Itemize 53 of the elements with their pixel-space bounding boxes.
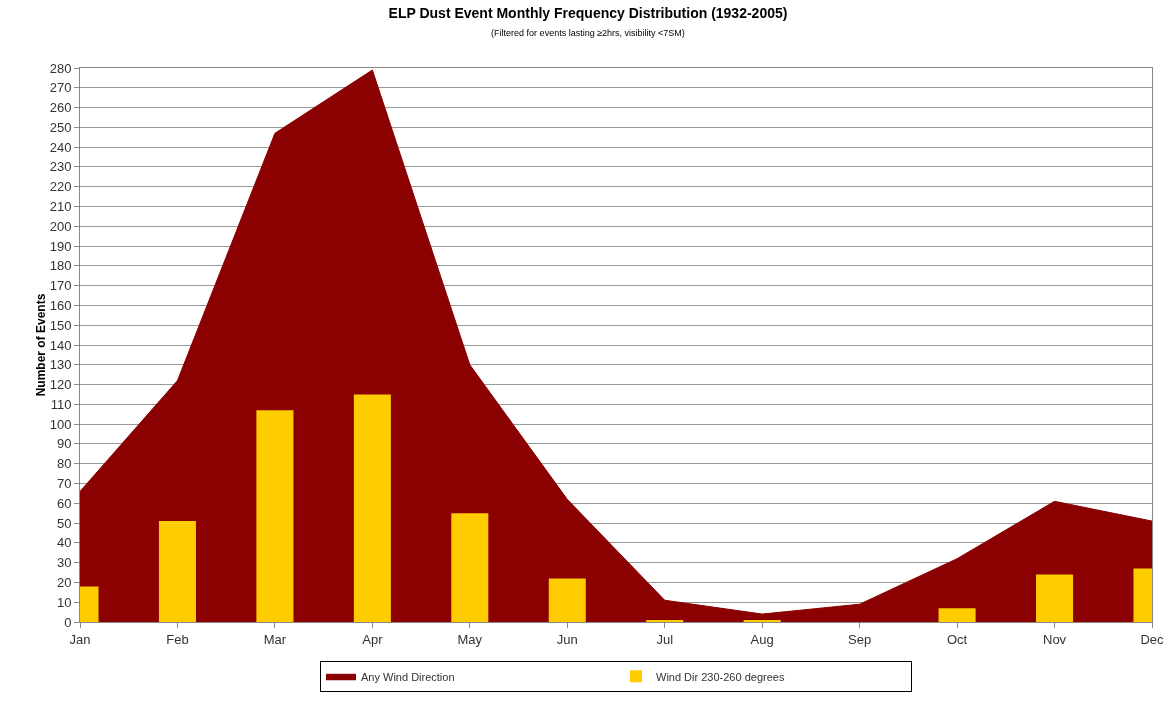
y-tick-label: 100 — [49, 416, 72, 432]
y-tick-label: 60 — [56, 495, 72, 511]
x-tick-label: Aug — [750, 631, 774, 647]
y-tick-label: 150 — [49, 317, 72, 333]
bar — [451, 513, 489, 622]
y-tick-label: 20 — [56, 574, 72, 590]
legend-label: Any Wind Direction — [361, 670, 455, 683]
y-tick-label: 200 — [49, 218, 72, 234]
y-tick-label: 0 — [64, 614, 72, 630]
y-tick-label: 250 — [49, 119, 72, 135]
y-tick-label: 190 — [49, 238, 72, 254]
y-tick-label: 80 — [56, 456, 72, 472]
y-tick-label: 210 — [49, 199, 72, 215]
y-tick-label: 170 — [49, 278, 72, 294]
x-tick-label: Jun — [556, 631, 578, 647]
x-tick-label: May — [457, 631, 483, 647]
y-tick-label: 260 — [49, 100, 72, 116]
bar — [353, 394, 391, 622]
y-tick-label: 280 — [49, 60, 72, 76]
bar — [256, 410, 294, 622]
y-tick-label: 240 — [49, 139, 72, 155]
x-tick-label: Nov — [1042, 631, 1067, 647]
bar — [548, 578, 586, 622]
bar — [938, 608, 976, 622]
y-tick-label: 180 — [49, 258, 72, 274]
x-tick-label: Jan — [69, 631, 91, 647]
x-tick-label: Feb — [166, 631, 189, 647]
x-tick-label: Jul — [656, 631, 674, 647]
y-tick-label: 90 — [56, 436, 72, 452]
y-tick-label: 140 — [49, 337, 72, 353]
bar — [158, 521, 196, 622]
y-tick-label: 130 — [49, 357, 72, 373]
legend-label: Wind Dir 230-260 degrees — [656, 670, 785, 683]
y-tick-label: 50 — [56, 515, 72, 531]
y-tick-label: 30 — [56, 555, 72, 571]
x-tick-label: Oct — [946, 631, 968, 647]
x-tick-label: Sep — [848, 631, 872, 647]
chart-subtitle: (Filtered for events lasting ≥2hrs, visibility <7SM) — [491, 27, 685, 38]
y-tick-label: 230 — [49, 159, 72, 175]
y-tick-label: 120 — [49, 377, 72, 393]
x-tick-label: Dec — [1140, 631, 1165, 647]
y-axis-title: Number of Events — [33, 293, 48, 397]
bar — [1036, 574, 1074, 622]
x-tick-label: Apr — [362, 631, 384, 647]
y-tick-label: 10 — [56, 594, 72, 610]
y-tick-label: 40 — [56, 535, 72, 551]
y-tick-label: 160 — [49, 297, 72, 313]
y-tick-label: 70 — [56, 476, 72, 492]
chart-title: ELP Dust Event Monthly Frequency Distribution (1932-2005) — [388, 4, 788, 21]
x-tick-label: Mar — [263, 631, 287, 647]
y-tick-label: 110 — [50, 396, 72, 412]
y-tick-label: 220 — [49, 179, 72, 195]
y-tick-label: 270 — [49, 80, 72, 96]
